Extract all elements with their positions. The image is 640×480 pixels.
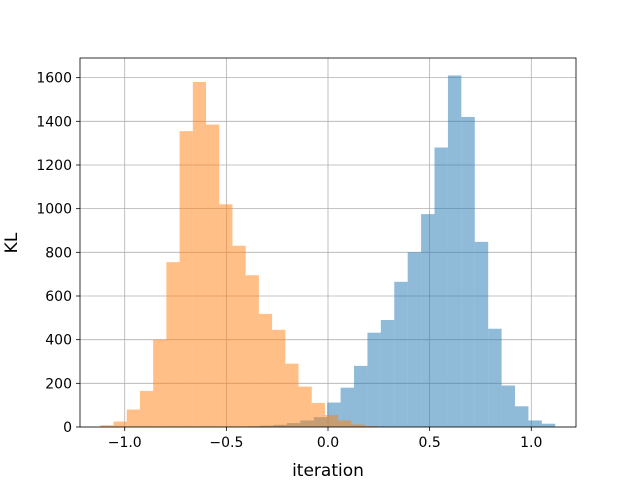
- histogram-bar-s1-3: [139, 390, 154, 427]
- histogram-bar-s1-7: [192, 82, 207, 427]
- y-tick-label-5: 1000: [36, 202, 72, 218]
- y-tick-label-6: 1200: [36, 158, 72, 174]
- histogram-bar-s1-16: [311, 402, 325, 427]
- y-tick-label-8: 1600: [36, 71, 72, 87]
- histogram-bar-s0-17: [474, 241, 489, 427]
- histogram-bar-s0-10: [380, 320, 395, 427]
- histogram-bar-s1-10: [232, 245, 246, 427]
- histogram-bar-s1-12: [258, 313, 273, 427]
- x-tick-label-4: 1.0: [520, 435, 542, 451]
- histogram-bar-s1-20: [364, 425, 378, 427]
- histogram-bar-s1-14: [285, 363, 299, 427]
- histogram-bar-s1-5: [166, 262, 180, 427]
- histogram-bar-s1-19: [351, 424, 365, 427]
- histogram-bar-s1-1: [113, 421, 127, 427]
- histogram-bar-s1-2: [126, 409, 140, 427]
- histogram-bar-s0-21: [528, 420, 542, 427]
- histogram-bar-s1-13: [272, 329, 286, 427]
- x-tick-label-2: 0.0: [317, 435, 339, 451]
- histogram-bar-s0-19: [501, 385, 516, 427]
- x-axis-title: iteration: [292, 461, 364, 480]
- histogram-bar-s1-15: [298, 386, 312, 427]
- histogram-bar-s0-11: [394, 281, 408, 427]
- histogram-bar-s0-13: [421, 214, 435, 427]
- histogram-bars: [100, 75, 556, 428]
- histogram-bar-s0-18: [488, 328, 502, 427]
- histogram-bar-s0-8: [354, 365, 368, 427]
- y-tick-label-4: 800: [45, 245, 72, 261]
- histogram-bar-s0-12: [407, 252, 422, 427]
- histogram-bar-s0-16: [461, 116, 475, 427]
- histogram-bar-s1-0: [100, 425, 114, 427]
- y-axis-title: KL: [2, 232, 22, 253]
- x-tick-label-0: −1.0: [108, 435, 142, 451]
- histogram-bar-s1-4: [153, 339, 167, 427]
- x-tick-label-1: −0.5: [209, 435, 243, 451]
- histogram-bar-s0-14: [434, 147, 448, 428]
- y-tick-label-3: 600: [45, 289, 72, 305]
- histogram-bar-s1-8: [206, 124, 220, 428]
- histogram-bar-s1-18: [338, 420, 352, 427]
- histogram-bar-s0-20: [515, 406, 529, 427]
- histogram-bar-s1-9: [219, 204, 233, 427]
- x-tick-label-3: 0.5: [419, 435, 441, 451]
- axes: −1.0 −0.5 0.0 0.5 1.0 0 200 400 600 800 1000 1200 14…: [36, 57, 577, 451]
- histogram-bar-s0-22: [541, 423, 556, 427]
- histogram-bar-s0-7: [340, 387, 355, 427]
- histogram-bar-s1-11: [245, 275, 259, 427]
- y-tick-label-0: 0: [63, 420, 72, 436]
- histogram-bar-s1-6: [179, 131, 193, 428]
- histogram-bar-s0-15: [447, 75, 462, 427]
- histogram-bar-s0-9: [367, 332, 381, 427]
- y-tick-label-7: 1400: [36, 114, 72, 130]
- y-tick-label-2: 400: [45, 333, 72, 349]
- y-tick-label-1: 200: [45, 376, 72, 392]
- histogram-bar-s1-17: [324, 414, 339, 427]
